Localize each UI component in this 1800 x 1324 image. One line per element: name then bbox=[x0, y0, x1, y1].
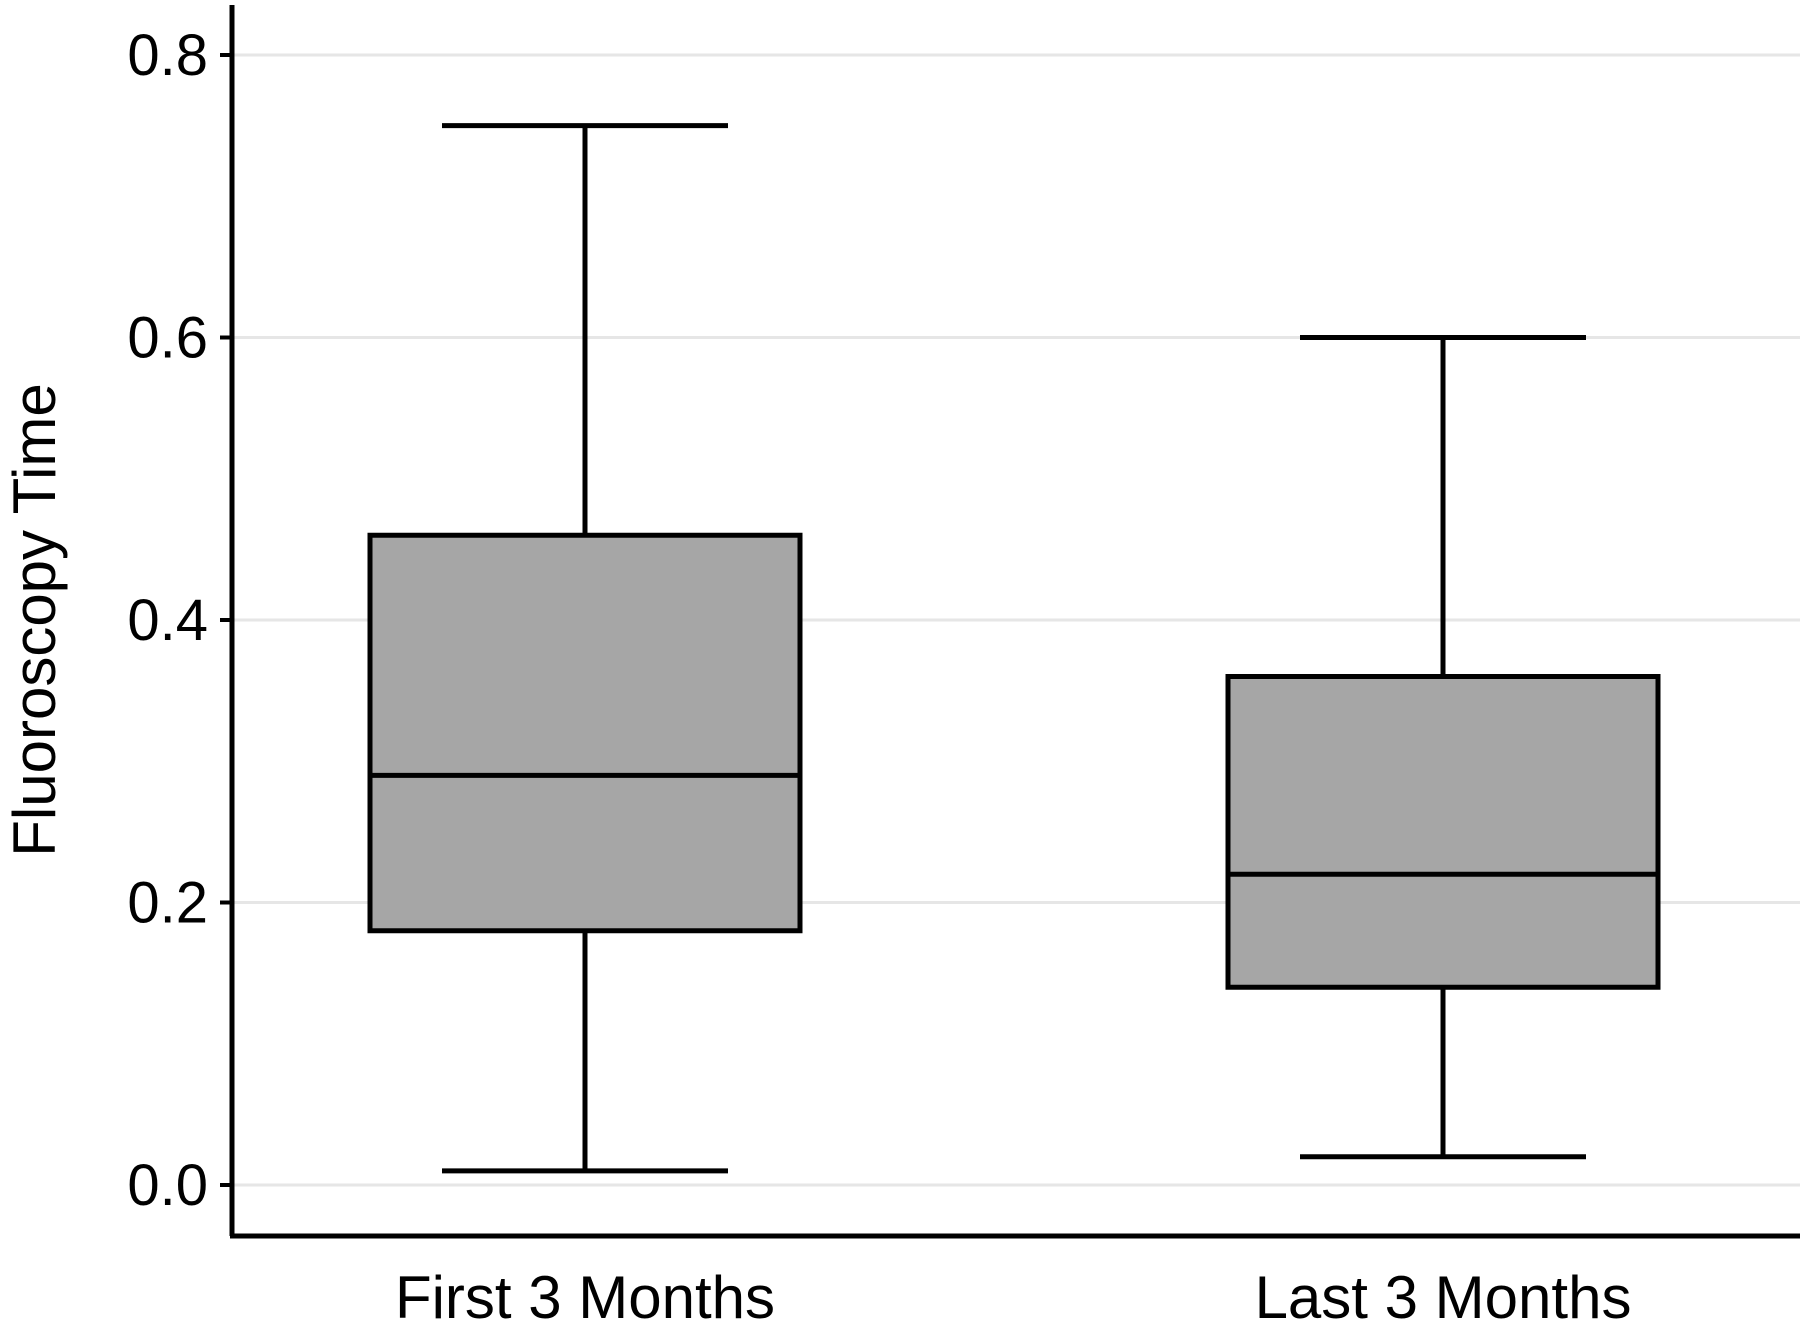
y-tick-label: 0.2 bbox=[127, 871, 208, 936]
box-iqr bbox=[367, 532, 803, 934]
box-group bbox=[367, 123, 803, 1174]
y-tick-label: 0.8 bbox=[127, 23, 208, 88]
y-tick-label: 0.0 bbox=[127, 1153, 208, 1218]
y-tick-label: 0.4 bbox=[127, 588, 208, 653]
box-iqr bbox=[1225, 674, 1661, 990]
y-axis-title: Fluoroscopy Time bbox=[1, 383, 68, 857]
x-category-label: Last 3 Months bbox=[1255, 1264, 1632, 1324]
x-category-label: First 3 Months bbox=[395, 1264, 775, 1324]
labels: 0.0 0.2 0.4 0.6 0.8 First 3 Months Last 3 Mont… bbox=[127, 23, 1631, 1324]
axes bbox=[220, 5, 1800, 1239]
box-group bbox=[1225, 335, 1661, 1160]
boxes bbox=[367, 123, 1661, 1174]
y-tick-label: 0.6 bbox=[127, 306, 208, 371]
